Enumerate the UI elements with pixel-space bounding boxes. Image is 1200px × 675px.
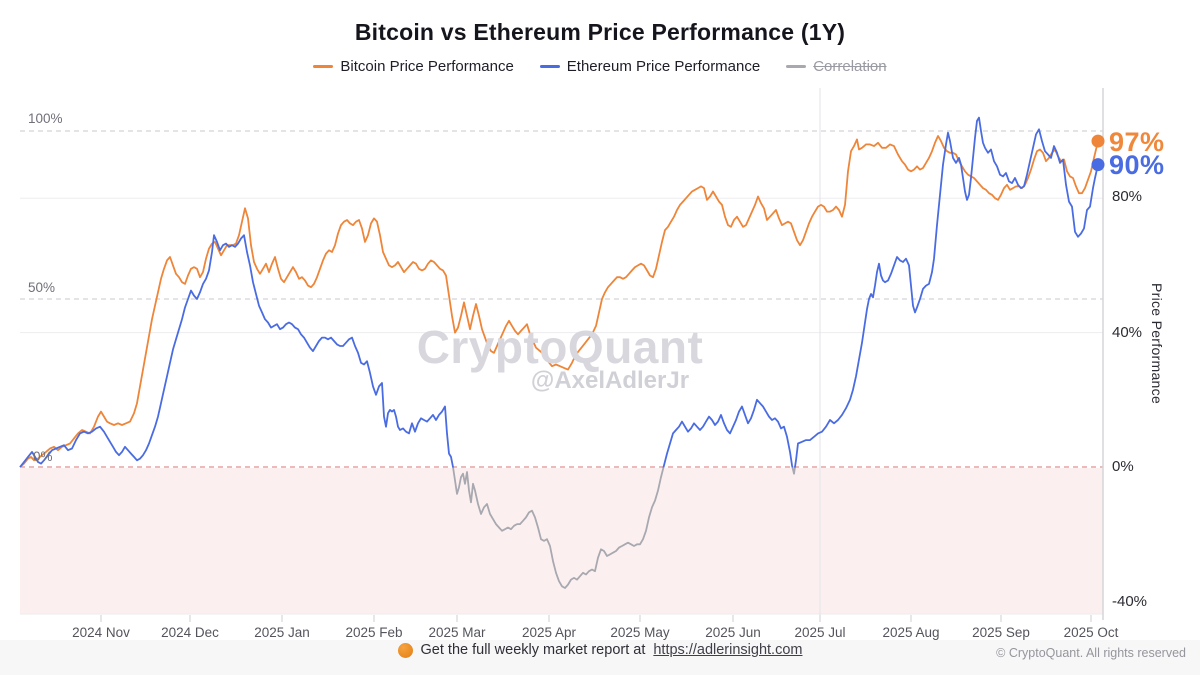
legend-label: Correlation <box>813 58 887 75</box>
x-axis-tick: 2024 Dec <box>161 625 219 640</box>
watermark-handle: @AxelAdlerJr <box>530 367 690 394</box>
series-end-dot <box>1091 158 1105 172</box>
below-zero-region <box>20 468 1103 614</box>
eth-line <box>19 116 1099 468</box>
series-end-dot <box>1091 134 1105 148</box>
left-axis-tick: 100% <box>28 111 63 126</box>
x-axis-tick: 2025 Sep <box>972 625 1030 640</box>
left-axis-tick: 50% <box>28 280 56 295</box>
report-text: Get the full weekly market report at <box>420 642 646 658</box>
x-axis-tick: 2025 Mar <box>428 625 486 640</box>
x-axis-tick: 2025 Aug <box>882 625 940 640</box>
legend-label: Bitcoin Price Performance <box>340 58 514 75</box>
right-axis-tick: -40% <box>1112 593 1148 610</box>
legend-item-bitcoin-price-performance[interactable]: Bitcoin Price Performance <box>313 58 514 75</box>
legend-swatch-icon <box>539 65 560 68</box>
orange-circle-icon <box>397 642 413 658</box>
right-axis-tick: 40% <box>1112 324 1143 341</box>
x-axis-tick: 2025 Oct <box>1063 625 1119 640</box>
report-banner: Get the full weekly market report at htt… <box>0 642 1200 658</box>
x-axis-tick: 2025 May <box>610 625 670 640</box>
report-link[interactable]: https://adlerinsight.com <box>653 642 803 658</box>
legend: Bitcoin Price Performance Ethereum Price … <box>0 58 1200 75</box>
legend-swatch-icon <box>313 65 334 68</box>
watermark-text: CryptoQuant <box>416 321 704 373</box>
btc-line <box>19 135 1099 468</box>
x-axis-tick: 2025 Jan <box>254 625 310 640</box>
legend-item-ethereum-price-performance[interactable]: Ethereum Price Performance <box>539 58 761 75</box>
page-title: Bitcoin vs Ethereum Price Performance (1… <box>354 19 846 45</box>
btc-end-value-label: 97% <box>1109 127 1165 157</box>
legend-swatch-icon <box>786 65 807 68</box>
left-axis-tick: 0% <box>33 449 53 464</box>
x-axis-tick: 2025 Jul <box>794 625 846 640</box>
x-axis-tick: 2025 Jun <box>705 625 761 640</box>
right-axis-tick: 80% <box>1112 188 1143 205</box>
eth-line-negative <box>20 467 796 589</box>
legend-label: Ethereum Price Performance <box>566 58 761 75</box>
right-axis-tick: 0% <box>1112 458 1134 475</box>
x-axis-tick: 2025 Feb <box>345 625 403 640</box>
right-axis-title: Price Performance <box>1149 283 1165 405</box>
footer-band <box>0 640 1200 675</box>
x-axis-tick: 2025 Apr <box>521 625 577 640</box>
x-axis-tick: 2024 Nov <box>72 625 130 640</box>
copyright-text: © CryptoQuant. All rights reserved <box>996 646 1186 660</box>
legend-item-correlation[interactable]: Correlation <box>786 58 887 75</box>
eth-end-value-label: 90% <box>1109 150 1165 180</box>
